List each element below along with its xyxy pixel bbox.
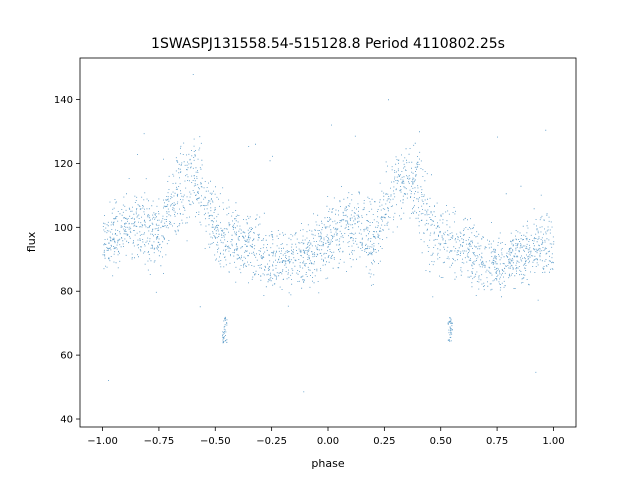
x-tick-label: −0.50: [200, 436, 231, 447]
y-tick-label: 40: [60, 415, 73, 426]
y-tick-label: 80: [60, 287, 73, 298]
data-point-cloud: [102, 74, 555, 393]
y-tick-label: 100: [54, 223, 73, 234]
y-tick-label: 120: [54, 159, 73, 170]
y-axis: 40 60 80 100 120 140: [54, 95, 80, 426]
y-axis-label: flux: [25, 231, 38, 252]
x-tick-label: 0.25: [373, 436, 395, 447]
x-tick-label: −1.00: [87, 436, 118, 447]
y-tick-label: 140: [54, 95, 73, 106]
scatter-points: [102, 74, 555, 393]
x-tick-label: −0.25: [256, 436, 287, 447]
x-tick-label: −0.75: [144, 436, 175, 447]
x-tick-label: 0.75: [486, 436, 508, 447]
x-tick-label: 1.00: [542, 436, 564, 447]
chart-title: 1SWASPJ131558.54-515128.8 Period 4110802…: [151, 36, 505, 52]
x-axis: −1.00 −0.75 −0.50 −0.25 0.00 0.25 0.50 0.75 1.00: [87, 427, 565, 447]
y-tick-label: 60: [60, 351, 73, 362]
x-axis-label: phase: [311, 457, 344, 470]
x-tick-label: 0.50: [430, 436, 452, 447]
x-tick-label: 0.00: [317, 436, 339, 447]
